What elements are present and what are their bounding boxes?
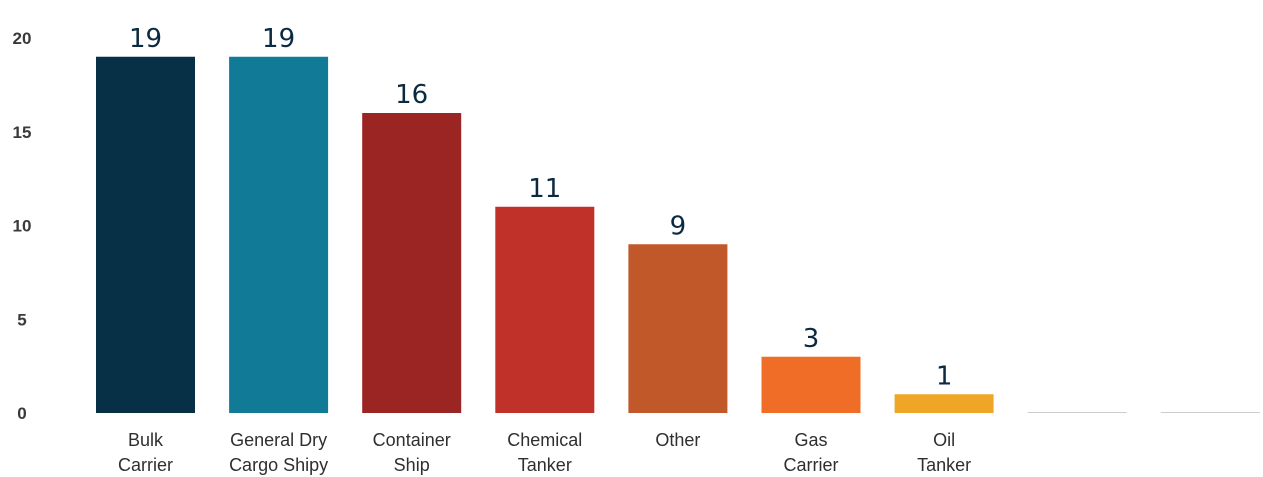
- x-tick-label-line: Gas: [794, 430, 827, 450]
- x-tick-label-line: Tanker: [518, 455, 572, 475]
- x-tick-label: Oil Tanker: [917, 430, 971, 475]
- y-tick-label: 15: [13, 123, 32, 142]
- x-tick-label-line: Carrier: [783, 455, 838, 475]
- data-label: 19: [129, 24, 162, 54]
- data-label: 11: [528, 174, 561, 204]
- x-tick-label: Other: [655, 430, 700, 450]
- x-tick-label-line: Carrier: [118, 455, 173, 475]
- bar: [229, 56, 329, 413]
- y-tick-label: 20: [13, 29, 32, 48]
- y-tick-label: 5: [17, 310, 26, 329]
- y-tick-label: 0: [17, 404, 26, 423]
- data-labels: 19 19 16 11 9 3 1: [129, 24, 952, 392]
- bar: [1027, 412, 1127, 413]
- data-label: 9: [670, 211, 687, 241]
- x-tick-label-line: Ship: [394, 455, 430, 475]
- bar: [362, 113, 462, 413]
- bar: [894, 394, 994, 413]
- x-axis: Bulk Carrier General Dry Cargo Shipy Contain…: [118, 430, 971, 475]
- x-tick-label-line: Other: [655, 430, 700, 450]
- bar: [628, 244, 728, 413]
- x-tick-label: Container Ship: [373, 430, 451, 475]
- x-tick-label-line: Oil: [933, 430, 955, 450]
- x-tick-label: General Dry Cargo Shipy: [229, 430, 328, 475]
- x-tick-label-line: Chemical: [507, 430, 582, 450]
- x-tick-label-line: Tanker: [917, 455, 971, 475]
- x-tick-label: Bulk Carrier: [118, 430, 173, 475]
- data-label: 19: [262, 24, 295, 54]
- x-tick-label-line: Container: [373, 430, 451, 450]
- data-label: 16: [395, 80, 428, 110]
- x-tick-label-line: Bulk: [128, 430, 164, 450]
- x-tick-label-line: General Dry: [230, 430, 327, 450]
- bar: [761, 356, 861, 413]
- bar: [96, 56, 195, 413]
- bar: [1160, 412, 1260, 413]
- y-tick-label: 10: [13, 217, 32, 236]
- data-label: 3: [803, 324, 820, 354]
- bar: [495, 206, 595, 413]
- x-tick-label: Chemical Tanker: [507, 430, 582, 475]
- y-axis: 0 5 10 15 20: [13, 29, 32, 423]
- bars: [96, 56, 1260, 413]
- x-tick-label-line: Cargo Shipy: [229, 455, 328, 475]
- data-label: 1: [936, 361, 953, 391]
- x-tick-label: Gas Carrier: [783, 430, 838, 475]
